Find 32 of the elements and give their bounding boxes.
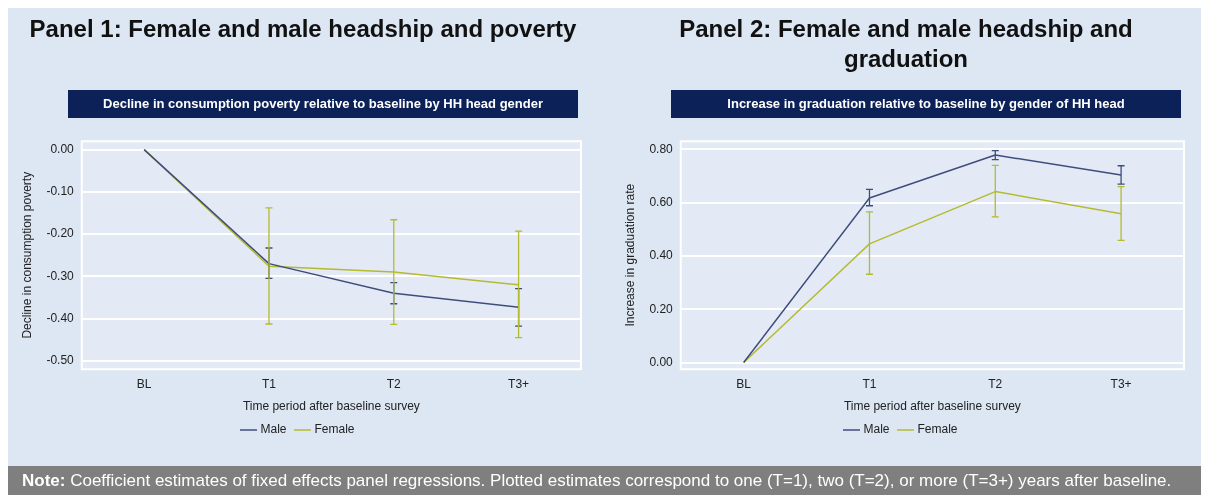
y-tick-label: 0.00 [648,354,673,369]
chart-title: Panel 2: Female and male headship and graduation [678,14,1134,74]
y-tick-label: 0.60 [648,194,673,209]
y-tick-label: -0.20 [45,226,74,241]
chart-title: Panel 1: Female and male headship and poverty [28,14,578,44]
y-tick-label: -0.30 [45,268,74,283]
legend-label: Female [917,422,958,437]
x-tick-label: T3+ [507,376,529,391]
y-tick-label: 0.00 [49,141,74,156]
chart-subtitle: Increase in graduation relative to baseline by gender of HH head [671,90,1181,118]
y-tick-label: 0.40 [648,248,673,263]
legend-label: Male [259,422,287,437]
x-tick-label: T1 [861,376,877,391]
y-axis-title: Increase in graduation rate [622,183,637,327]
x-tick-label: BL [136,376,152,391]
y-tick-label: -0.10 [45,184,74,199]
y-tick-label: -0.50 [45,353,74,368]
y-tick-label: 0.20 [648,301,673,316]
x-tick-label: T2 [987,376,1003,391]
y-tick-label: 0.80 [648,141,673,156]
x-axis-title: Time period after baseline survey [843,399,1021,414]
y-axis-title: Decline in consumption poverty [19,171,34,339]
legend-label: Female [314,422,355,437]
chart-subtitle: Decline in consumption poverty relative to baseline by HH head gender [68,90,578,118]
text: Note: Coefficient estimates of fixed effects panel regressions. Plotted estimates correspond to one (T=1), two (T=2), or more (T=3+) years after baseline. [22,471,1172,490]
x-tick-label: T3+ [1110,376,1132,391]
legend-label: Male [862,422,890,437]
x-tick-label: T1 [261,376,276,391]
x-tick-label: BL [735,376,751,391]
x-tick-label: T2 [386,376,401,391]
y-tick-label: -0.40 [45,310,74,325]
x-axis-title: Time period after baseline survey [242,399,420,414]
